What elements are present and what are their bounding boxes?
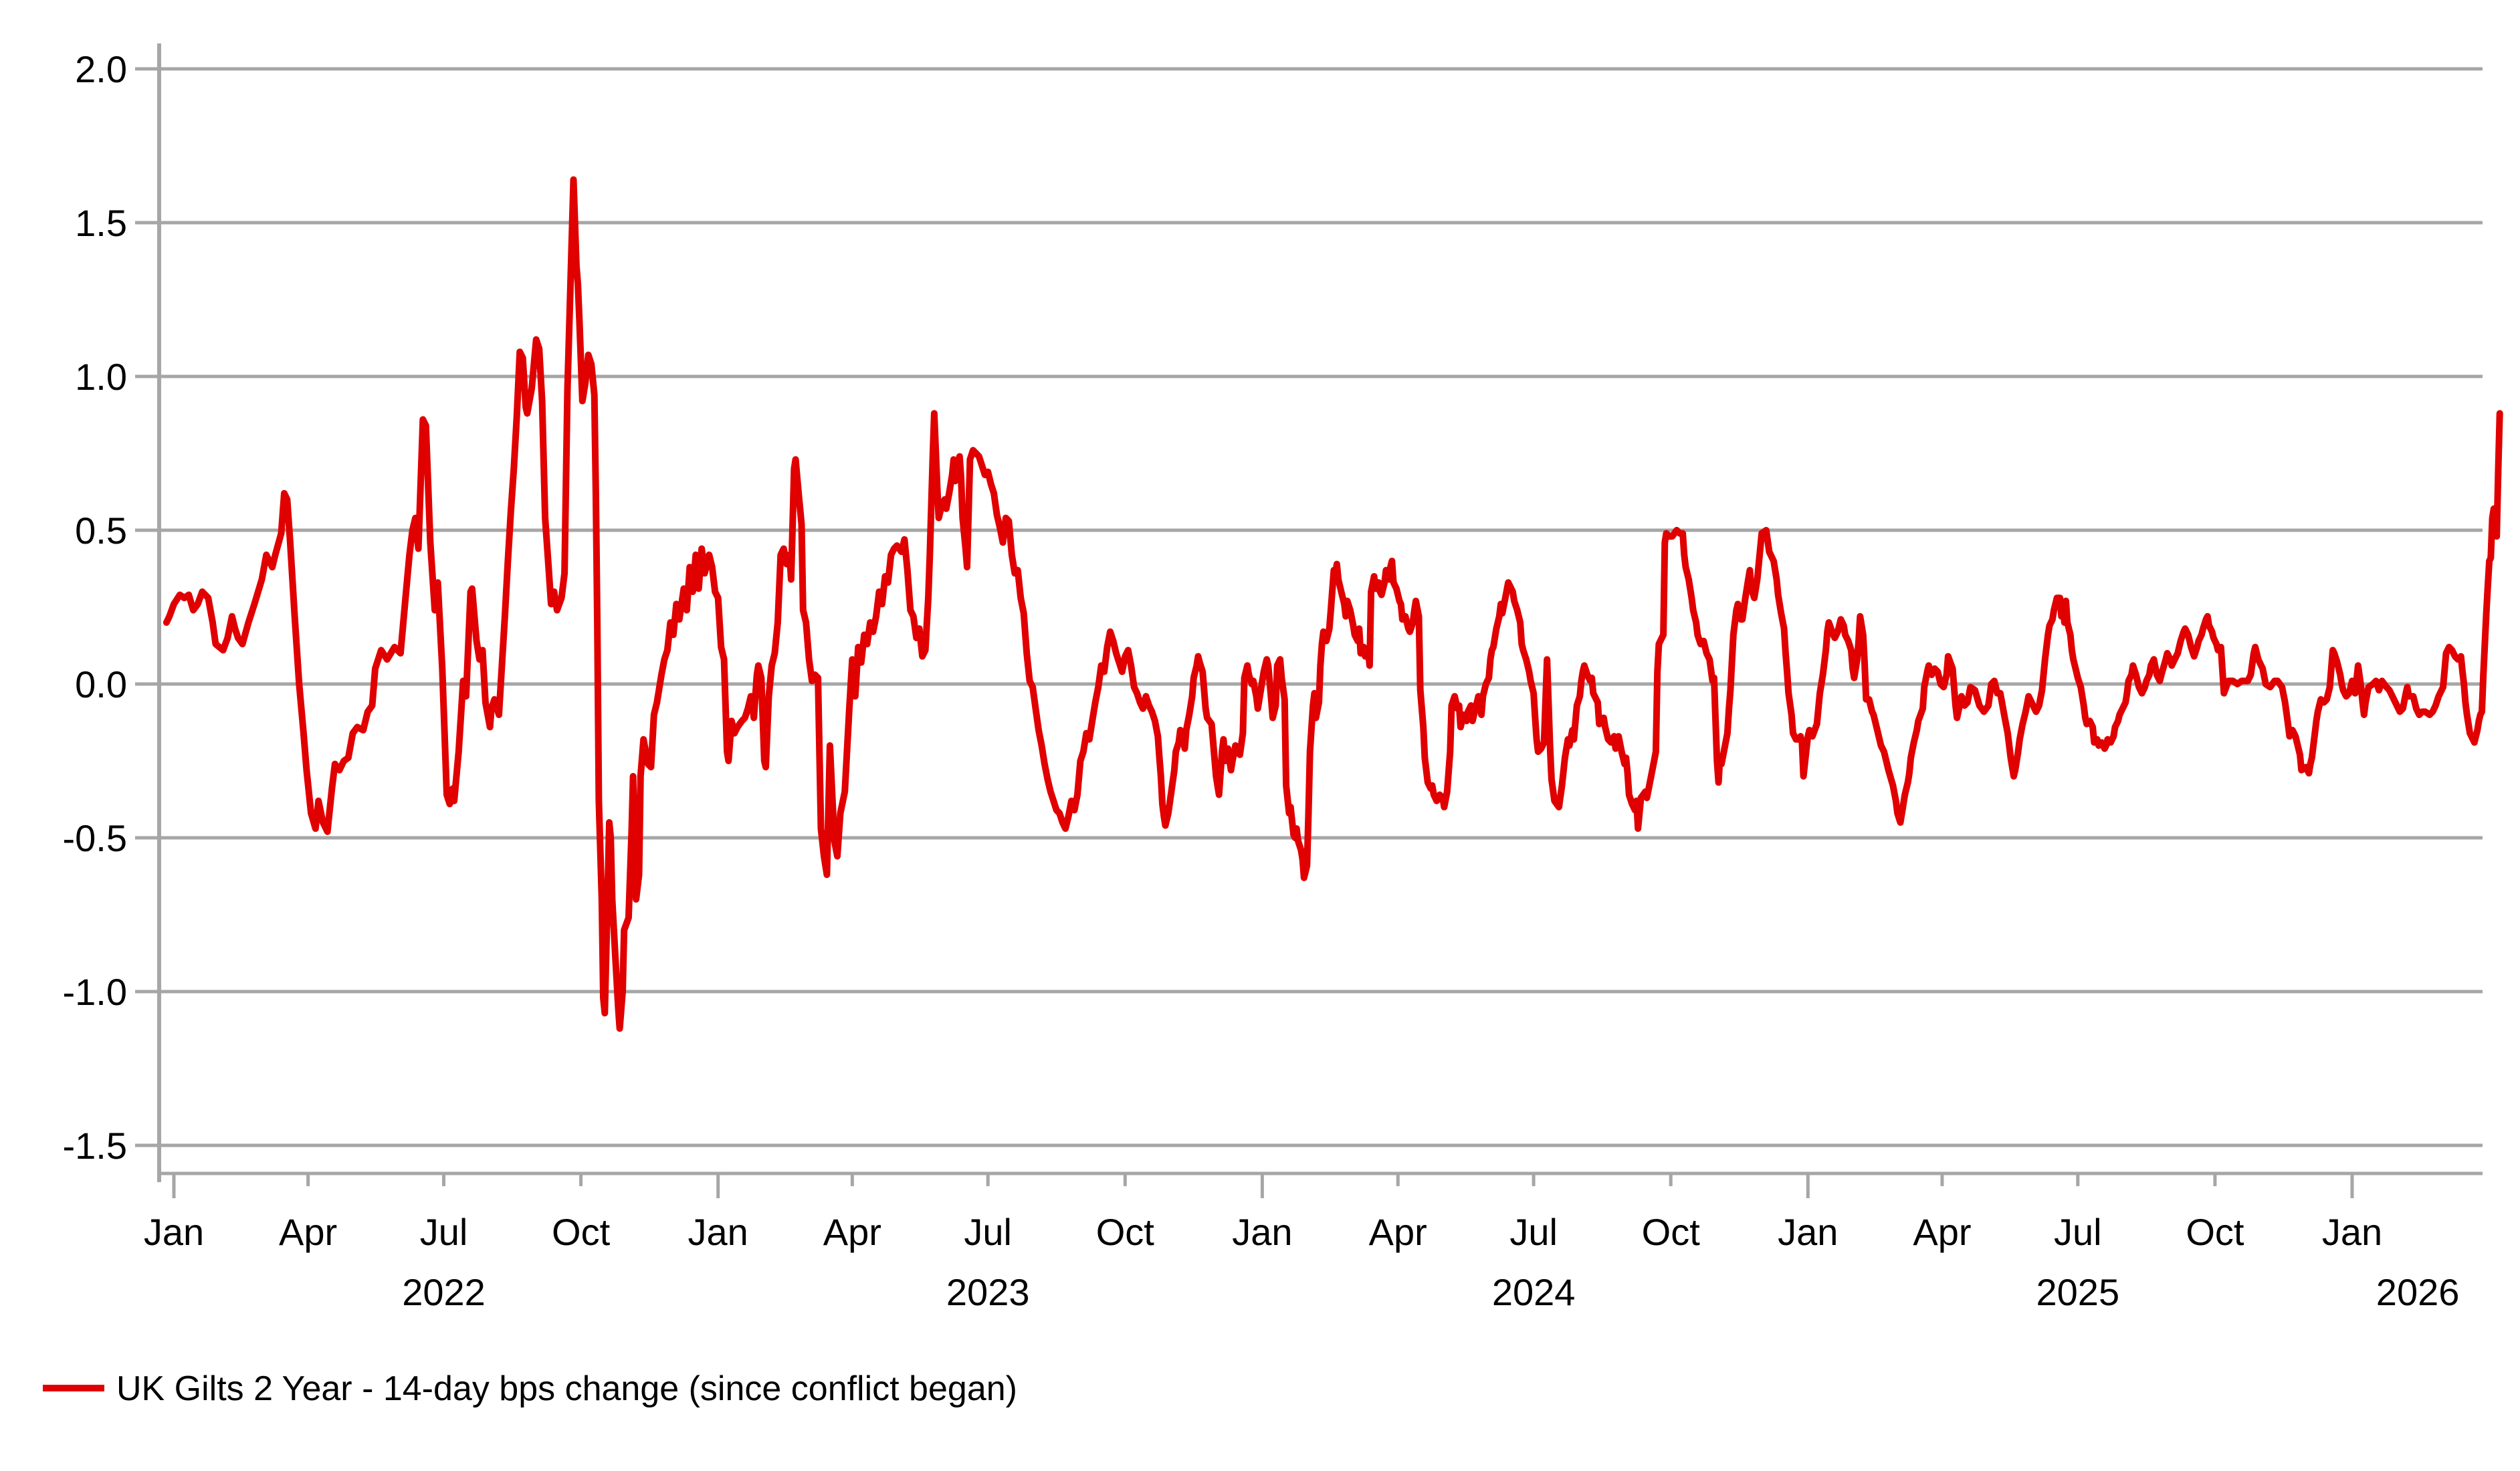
x-axis-year-label: 2025 (2036, 1271, 2120, 1313)
x-axis-month-label: Oct (1096, 1211, 1155, 1253)
y-axis-tick-label: -1.0 (63, 971, 128, 1013)
y-axis-tick-label: -1.5 (63, 1125, 128, 1167)
legend: UK Gilts 2 Year - 14-day bps change (sin… (43, 1369, 1017, 1408)
x-axis-month-label: Oct (552, 1211, 611, 1253)
legend-label: UK Gilts 2 Year - 14-day bps change (sin… (116, 1369, 1017, 1408)
y-axis-tick-label: 1.0 (75, 356, 127, 398)
series-line-uk-gilts-2y (163, 176, 2503, 1032)
x-axis-month-label: Jul (420, 1211, 468, 1253)
x-axis-month-label: Jul (964, 1211, 1012, 1253)
axes-layer (157, 43, 2483, 1182)
x-axis-month-label: Apr (1913, 1211, 1971, 1253)
x-axis-month-label: Oct (1642, 1211, 1701, 1253)
x-axis-month-label: Jan (1778, 1211, 1838, 1253)
x-axis-month-label: Oct (2186, 1211, 2244, 1253)
x-axis-year-label: 2023 (946, 1271, 1030, 1313)
x-axis-month-label: Jan (144, 1211, 204, 1253)
x-axis-month-label: Jul (1509, 1211, 1558, 1253)
ticks-layer (172, 1173, 2354, 1198)
x-axis-year-label: 2026 (2376, 1271, 2460, 1313)
y-axis-tick-label: 1.5 (75, 202, 127, 244)
axis-labels-layer: 2.0 1.5 1.0 0.5 0.0 -0.5 -1.0 -1.5 Jan Apr Jul Oct J… (63, 48, 2460, 1313)
y-axis-tick-label: 2.0 (75, 48, 127, 90)
gridlines-layer (135, 67, 2483, 1147)
y-axis-tick-label: -0.5 (63, 817, 128, 859)
y-axis-tick-label: 0.5 (75, 510, 127, 552)
x-axis-month-label: Apr (279, 1211, 337, 1253)
x-axis-month-label: Apr (823, 1211, 881, 1253)
y-axis-tick-label: 0.0 (75, 663, 127, 705)
x-axis-month-label: Jul (2054, 1211, 2102, 1253)
series-layer (163, 176, 2503, 1032)
x-axis-year-label: 2022 (402, 1271, 486, 1313)
x-axis-month-label: Apr (1369, 1211, 1427, 1253)
x-axis-month-label: Jan (2322, 1211, 2382, 1253)
x-axis-year-label: 2024 (1492, 1271, 1576, 1313)
x-axis-month-label: Jan (1232, 1211, 1292, 1253)
x-axis-month-label: Jan (688, 1211, 748, 1253)
